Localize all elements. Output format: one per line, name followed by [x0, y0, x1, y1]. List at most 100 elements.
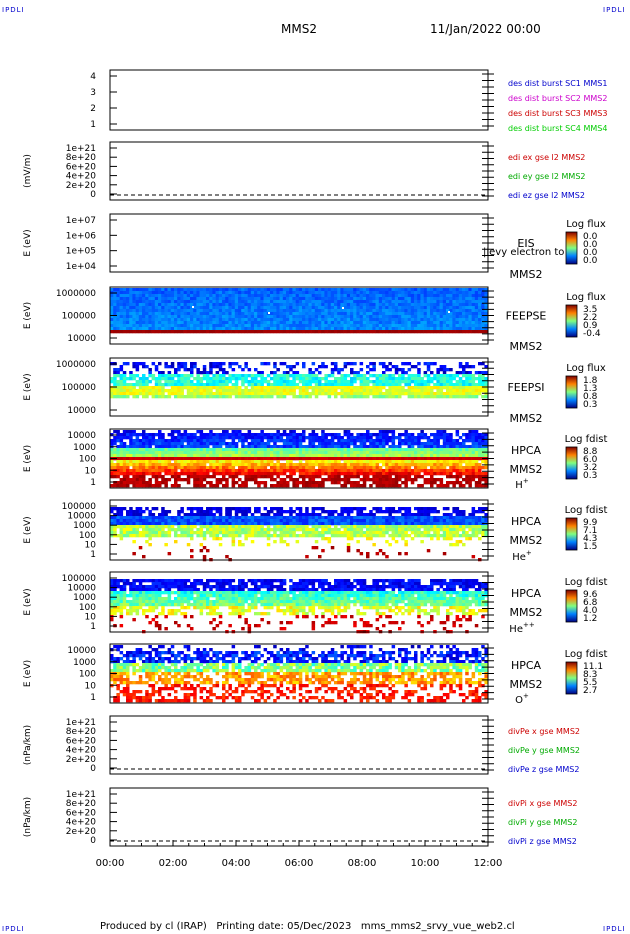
spectrogram-cell	[334, 386, 338, 390]
spectrogram-cell	[458, 380, 463, 384]
spectrogram-cell	[302, 445, 306, 449]
spectrogram-cell	[321, 469, 325, 473]
spectrogram-cell	[142, 454, 146, 458]
spectrogram-cell	[442, 460, 447, 464]
spectrogram-cell	[142, 448, 146, 452]
spectrogram-cell	[289, 327, 293, 331]
spectrogram-cell	[263, 481, 268, 485]
spectrogram-cell	[369, 389, 373, 393]
spectrogram-cell	[433, 377, 437, 381]
spectrogram-cell	[260, 445, 264, 449]
spectrogram-cell	[273, 466, 277, 470]
spectrogram-cell	[414, 392, 418, 396]
spectrogram-cell	[311, 433, 316, 437]
spectrogram-cell	[231, 445, 236, 449]
spectrogram-cell	[174, 383, 178, 387]
spectrogram-cell	[206, 309, 210, 313]
spectrogram-cell	[292, 380, 296, 384]
spectrogram-cell	[228, 362, 232, 366]
spectrogram-cell	[273, 371, 277, 375]
spectrogram-cell	[190, 383, 194, 387]
spectrogram-cell	[190, 457, 194, 461]
spectrogram-cell	[170, 309, 175, 313]
spectrogram-cell	[455, 392, 460, 396]
spectrogram-cell	[183, 445, 188, 449]
spectrogram-cell	[135, 433, 140, 437]
spectrogram-cell	[231, 291, 236, 295]
spectrogram-cell	[273, 291, 277, 295]
spectrogram-cell	[308, 463, 312, 467]
spectrogram-cell	[122, 507, 127, 511]
spectrogram-cell	[305, 448, 309, 452]
spectrogram-cell	[372, 466, 376, 470]
spectrogram-cell	[126, 448, 130, 452]
spectrogram-cell	[308, 303, 312, 307]
spectrogram-cell	[426, 327, 431, 331]
spectrogram-cell	[308, 324, 312, 328]
spectrogram-cell	[465, 312, 469, 316]
spectrogram-cell	[417, 383, 421, 387]
spectrogram-cell	[154, 466, 159, 470]
spectrogram-cell	[366, 463, 370, 467]
spectrogram-cell	[423, 288, 428, 292]
spectrogram-cell	[398, 448, 402, 452]
spectrogram-cell	[158, 389, 162, 393]
spectrogram-cell	[186, 472, 191, 476]
spectrogram-cell	[474, 454, 479, 458]
spectrogram-cell	[350, 371, 354, 375]
spectrogram-cell	[388, 374, 392, 378]
spectrogram-cell	[282, 448, 287, 452]
spectrogram-cell	[161, 436, 165, 440]
spectrogram-cell	[257, 389, 261, 393]
spectrogram-cell	[238, 297, 242, 301]
spectrogram-cell	[314, 439, 319, 443]
spectrogram-cell	[142, 327, 146, 331]
spectrogram-cell	[465, 448, 469, 452]
spectrogram-cell	[410, 312, 415, 316]
spectrogram-cell	[254, 330, 258, 334]
spectrogram-cell	[356, 433, 360, 437]
spectrogram-cell	[276, 377, 280, 381]
spectrogram-cell	[212, 315, 216, 319]
spectrogram-cell	[334, 463, 338, 467]
spectrogram-cell	[343, 392, 348, 396]
spectrogram-cell	[308, 309, 312, 313]
spectrogram-cell	[362, 439, 367, 443]
spectrogram-cell	[110, 507, 114, 511]
spectrogram-cell	[273, 469, 277, 473]
spectrogram-cell	[356, 389, 360, 393]
spectrogram-cell	[356, 481, 360, 485]
spectrogram-cell	[186, 460, 191, 464]
spectrogram-cell	[442, 466, 447, 470]
spectrogram-cell	[164, 318, 168, 322]
spectrogram-cell	[420, 445, 424, 449]
spectrogram-cell	[407, 454, 412, 458]
spectrogram-cell	[295, 321, 300, 325]
spectrogram-cell	[212, 374, 216, 378]
spectrogram-cell	[174, 312, 178, 316]
spectrogram-cell	[174, 392, 178, 396]
spectrogram-cell	[202, 318, 207, 322]
spectrogram-cell	[334, 300, 338, 304]
spectrogram-cell	[132, 439, 136, 443]
spectrogram-cell	[305, 374, 309, 378]
spectrogram-cell	[292, 386, 296, 390]
spectrogram-cell	[295, 448, 300, 452]
spectrogram-cell	[337, 377, 341, 381]
spectrogram-cell	[254, 433, 258, 437]
spectrogram-cell	[122, 442, 127, 446]
spectrogram-cell	[401, 469, 405, 473]
spectrogram-cell	[266, 439, 271, 443]
spectrogram-cell	[462, 448, 466, 452]
spectrogram-cell	[119, 451, 124, 455]
spectrogram-cell	[180, 377, 184, 381]
spectrogram-cell	[346, 454, 351, 458]
spectrogram-cell	[474, 392, 479, 396]
spectrogram-cell	[330, 362, 335, 366]
spectrogram-cell	[420, 484, 424, 488]
spectrogram-cell	[110, 439, 114, 443]
spectrogram-cell	[417, 362, 421, 366]
spectrogram-cell	[410, 365, 415, 369]
spectrogram-cell	[369, 318, 373, 322]
spectrogram-cell	[334, 377, 338, 381]
